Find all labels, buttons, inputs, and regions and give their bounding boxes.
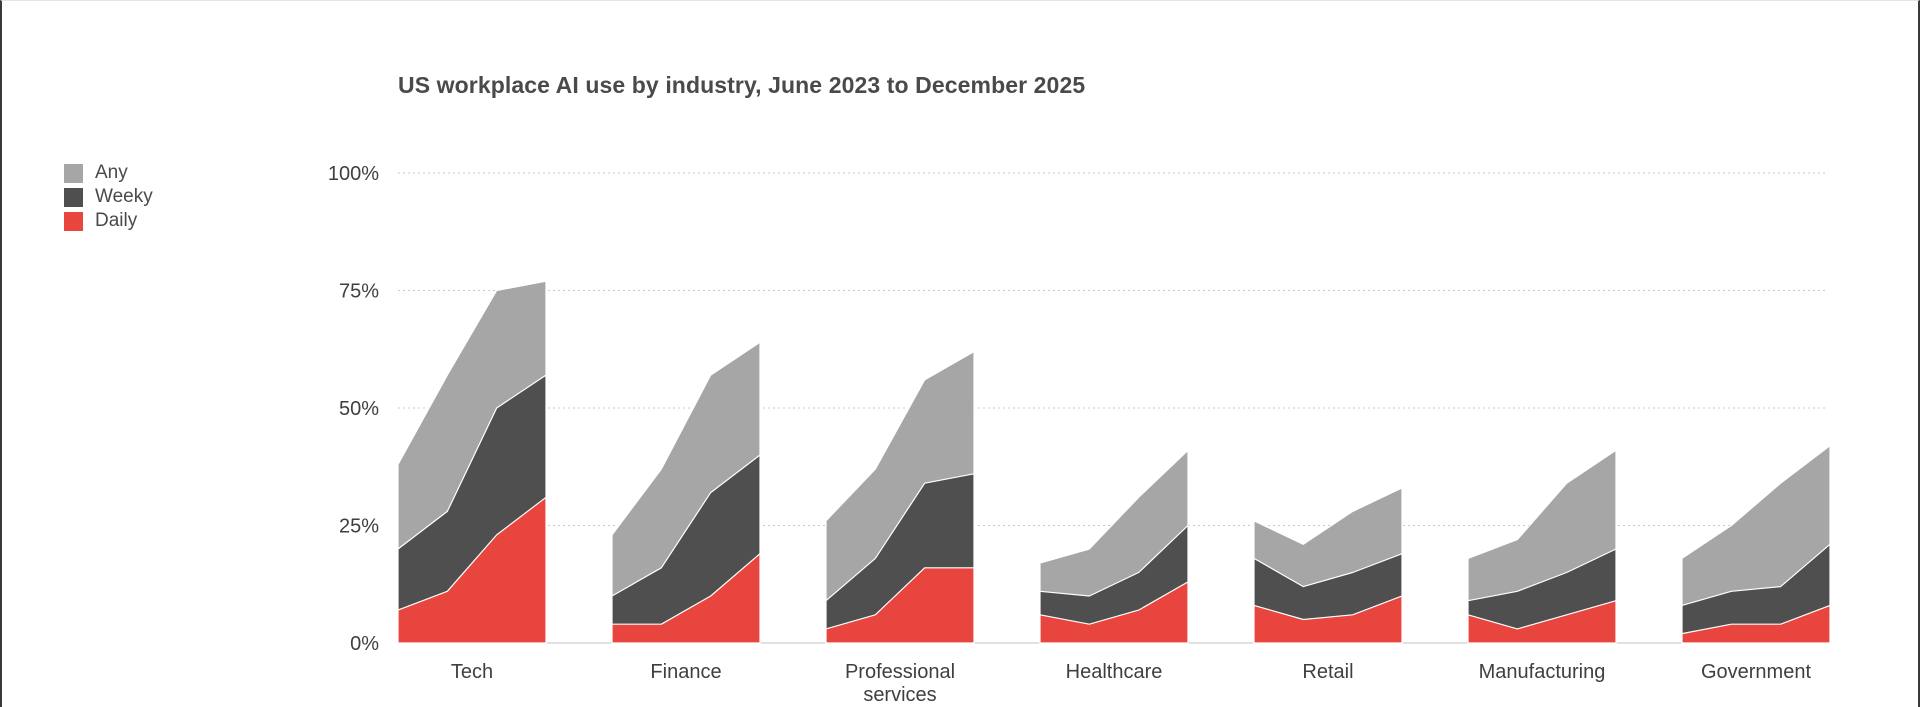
y-tick-label: 100% — [328, 163, 379, 185]
category-label: Finance — [650, 661, 721, 683]
y-tick-label: 75% — [339, 281, 379, 303]
legend-label-daily: Daily — [95, 210, 138, 231]
y-tick-label: 0% — [350, 633, 379, 655]
legend-item-any: Any — [64, 161, 153, 185]
category-label: Healthcare — [1066, 661, 1163, 683]
area-daily — [1253, 595, 1403, 644]
legend-swatch-daily — [64, 211, 83, 231]
area-daily — [397, 496, 547, 644]
y-tick-label: 25% — [339, 516, 379, 538]
y-tick-label: 50% — [339, 398, 379, 420]
industry-group: Tech — [397, 280, 547, 683]
legend-item-daily: Daily — [64, 209, 153, 233]
category-label: Retail — [1302, 661, 1353, 683]
area-daily — [1681, 604, 1831, 644]
industry-group: Retail — [1253, 487, 1403, 683]
legend-label-weekly: Weeky — [95, 186, 153, 207]
category-label: services — [863, 684, 936, 706]
legend: Any Weeky Daily — [64, 161, 153, 233]
chart-title: US workplace AI use by industry, June 20… — [398, 72, 1086, 98]
category-label: Professional — [845, 661, 955, 683]
legend-item-weekly: Weeky — [64, 185, 153, 209]
area-daily — [1467, 600, 1617, 644]
area-daily — [1039, 581, 1189, 644]
industry-group: Finance — [611, 341, 761, 683]
industry-group: Healthcare — [1039, 449, 1189, 683]
area-daily — [825, 567, 975, 644]
area-daily — [611, 553, 761, 644]
industry-group: Government — [1681, 445, 1831, 683]
category-label: Government — [1701, 661, 1811, 683]
category-label: Manufacturing — [1479, 661, 1606, 683]
industry-group: Manufacturing — [1467, 449, 1617, 683]
legend-swatch-any — [64, 163, 83, 183]
legend-label-any: Any — [95, 162, 128, 183]
legend-swatch-weekly — [64, 187, 83, 207]
category-label: Tech — [451, 661, 493, 683]
